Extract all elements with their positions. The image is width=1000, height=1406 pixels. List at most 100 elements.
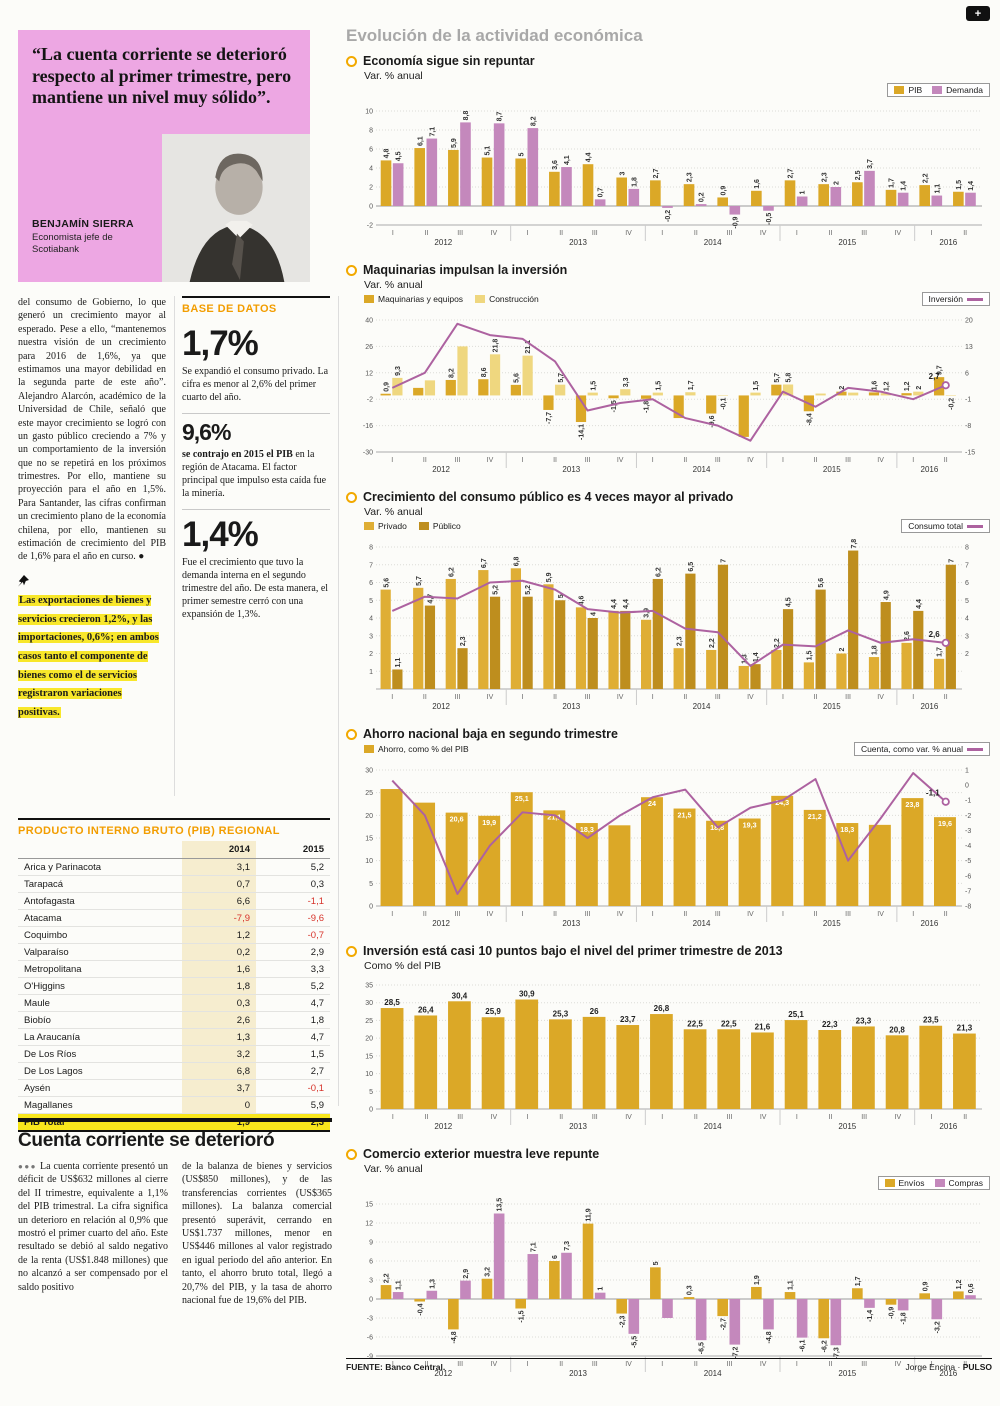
legend-color-swatch [932, 86, 943, 94]
svg-text:21,1: 21,1 [525, 340, 532, 354]
legend-line-swatch [967, 747, 983, 751]
svg-text:0: 0 [369, 1107, 373, 1114]
svg-text:4,6: 4,6 [579, 596, 586, 606]
legend-item: Envíos [884, 1178, 925, 1188]
svg-text:26: 26 [590, 1007, 599, 1016]
chart-comercio: Comercio exterior muestra leve repunte Va… [346, 1147, 992, 1385]
svg-text:7: 7 [369, 562, 373, 569]
svg-text:I: I [782, 911, 784, 918]
svg-text:6: 6 [369, 1259, 373, 1266]
chart-maquinarias: Maquinarias impulsan la inversión Var. % … [346, 263, 992, 481]
benjamin-sierra-photo [162, 134, 310, 282]
svg-text:6: 6 [369, 147, 373, 154]
svg-text:0,9: 0,9 [720, 186, 727, 196]
svg-text:2,6: 2,6 [904, 631, 911, 641]
svg-text:2014: 2014 [693, 465, 711, 474]
svg-text:2: 2 [369, 185, 373, 192]
svg-text:5,8: 5,8 [786, 373, 793, 383]
svg-text:2,6: 2,6 [929, 630, 941, 639]
svg-text:1,2: 1,2 [956, 1280, 963, 1290]
svg-text:6: 6 [965, 370, 969, 377]
svg-text:2015: 2015 [823, 919, 841, 928]
base-de-datos-items: 1,7% Se expandió el consumo privado. La c… [182, 319, 330, 630]
svg-text:2,9: 2,9 [463, 1269, 470, 1279]
svg-text:21,1: 21,1 [547, 812, 561, 821]
svg-text:1,9: 1,9 [754, 1275, 761, 1285]
dato-text: Fue el crecimiento que tuvo la demanda i… [182, 557, 329, 620]
svg-text:III: III [845, 911, 851, 918]
svg-text:II: II [423, 457, 427, 464]
svg-text:22,5: 22,5 [721, 1019, 737, 1028]
lead-bullets: ●●● [18, 1162, 37, 1171]
svg-text:III: III [592, 230, 598, 237]
svg-text:5: 5 [369, 1089, 373, 1096]
svg-text:IV: IV [487, 694, 494, 701]
svg-text:20: 20 [365, 1036, 373, 1043]
quote-author: BENJAMÍN SIERRA [32, 218, 134, 230]
legend-color-swatch [364, 745, 374, 753]
table-row: Antofagasta 6,6 -1,1 [18, 892, 330, 910]
svg-text:1: 1 [598, 1287, 605, 1291]
svg-text:IV: IV [895, 230, 902, 237]
corner-plus-button[interactable]: + [966, 6, 990, 21]
svg-text:0: 0 [369, 204, 373, 211]
svg-text:6,7: 6,7 [481, 558, 488, 568]
svg-text:1,5: 1,5 [590, 381, 597, 391]
svg-text:-16: -16 [363, 423, 373, 430]
svg-text:25: 25 [365, 1018, 373, 1025]
svg-text:2013: 2013 [569, 1369, 587, 1378]
svg-text:-4: -4 [965, 843, 971, 850]
legend-color-swatch [475, 295, 486, 303]
chart-title: Ahorro nacional baja en segundo trimestr… [363, 727, 618, 741]
svg-text:II: II [694, 1361, 698, 1368]
dato-value: 1,7% [182, 324, 259, 363]
legend-line-swatch [967, 524, 983, 528]
svg-text:21,6: 21,6 [755, 1022, 771, 1031]
svg-text:6,1: 6,1 [417, 136, 424, 146]
svg-text:2,7: 2,7 [788, 169, 795, 179]
svg-text:9,7: 9,7 [937, 365, 944, 375]
chart-legend: Maquinarias y equipos Construcción Inversi… [364, 292, 992, 306]
chart-canvas-consumo: 8 7 6 5 4 3 2 1 8 7 6 5 4 3 2 5,6 5,7 6,2 6,7 6,8 5,9 4,6 4,4 3… [369, 539, 969, 711]
legend-color-swatch [934, 1179, 945, 1187]
svg-text:5: 5 [653, 1261, 660, 1265]
svg-text:2,5: 2,5 [855, 170, 862, 180]
svg-text:-9: -9 [367, 1354, 373, 1361]
legend-item: Maquinarias y equipos [364, 294, 463, 304]
svg-text:I: I [392, 1361, 394, 1368]
svg-text:2014: 2014 [693, 919, 711, 928]
svg-text:II: II [553, 911, 557, 918]
svg-text:1,2: 1,2 [904, 381, 911, 391]
svg-text:II: II [423, 694, 427, 701]
legend-item: Público [418, 521, 461, 531]
svg-text:2: 2 [916, 386, 923, 390]
chart-title: Inversión está casi 10 puntos bajo el ni… [363, 944, 783, 958]
svg-text:IV: IV [877, 911, 884, 918]
svg-text:III: III [457, 1361, 463, 1368]
svg-text:IV: IV [491, 1361, 498, 1368]
chart-legend: PIB Demanda [364, 83, 992, 97]
svg-text:III: III [585, 911, 591, 918]
svg-text:5: 5 [369, 881, 373, 888]
svg-text:5: 5 [965, 598, 969, 605]
table-row: Maule 0,3 4,7 [18, 994, 330, 1012]
table-row: Metropolitana 1,6 3,3 [18, 960, 330, 978]
pushpin-icon [16, 574, 166, 588]
svg-text:1,8: 1,8 [872, 645, 879, 655]
svg-text:0: 0 [965, 783, 969, 790]
svg-text:II: II [553, 457, 557, 464]
svg-text:-5: -5 [965, 858, 971, 865]
chart-inversion: Inversión está casi 10 puntos bajo el ni… [346, 944, 992, 1138]
svg-text:-0,1: -0,1 [721, 398, 728, 410]
table-row: Aysén 3,7 -0,1 [18, 1079, 330, 1097]
svg-text:I: I [661, 1361, 663, 1368]
svg-text:0,7: 0,7 [598, 188, 605, 198]
svg-text:2,3: 2,3 [821, 172, 828, 182]
chart-title: Crecimiento del consumo público es 4 vec… [363, 490, 734, 504]
svg-text:II: II [944, 457, 948, 464]
svg-text:IV: IV [747, 694, 754, 701]
charts-footer: FUENTE: Banco Central. Jorge Encina · PU… [346, 1358, 992, 1372]
svg-text:2016: 2016 [921, 919, 939, 928]
